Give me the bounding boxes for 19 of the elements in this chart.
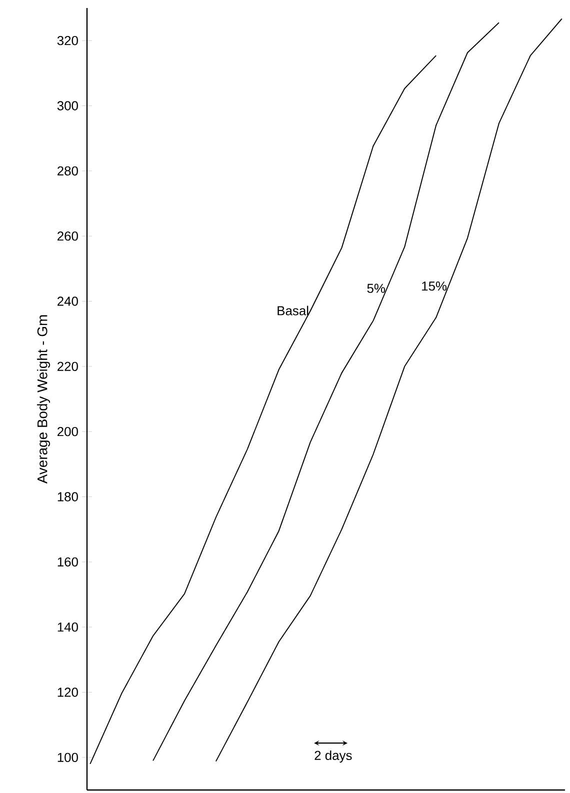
y-tick-label: 140 bbox=[58, 622, 78, 632]
line-series bbox=[215, 18, 562, 762]
y-tick-label: 100 bbox=[58, 752, 78, 762]
series-label: 5% bbox=[367, 284, 386, 293]
annotation: 2 days bbox=[314, 750, 352, 763]
series-label: Basal bbox=[278, 306, 308, 316]
y-tick-label: 300 bbox=[57, 101, 78, 110]
y-tick-label: 240 bbox=[58, 296, 78, 306]
y-tick-label: 160 bbox=[58, 557, 78, 566]
y-tick-label: 320 bbox=[57, 36, 78, 46]
line-series bbox=[152, 22, 500, 762]
y-tick-label: 120 bbox=[58, 688, 78, 697]
y-tick-label: 260 bbox=[58, 231, 78, 241]
y-tick-label: 180 bbox=[58, 492, 78, 502]
y-axis-title: Average Body Weight - Gm bbox=[37, 315, 50, 484]
y-tick-label: 200 bbox=[58, 426, 78, 436]
y-tick-label: 220 bbox=[58, 362, 78, 371]
series-label: 15% bbox=[422, 282, 447, 291]
y-tick-label: 280 bbox=[58, 166, 78, 176]
